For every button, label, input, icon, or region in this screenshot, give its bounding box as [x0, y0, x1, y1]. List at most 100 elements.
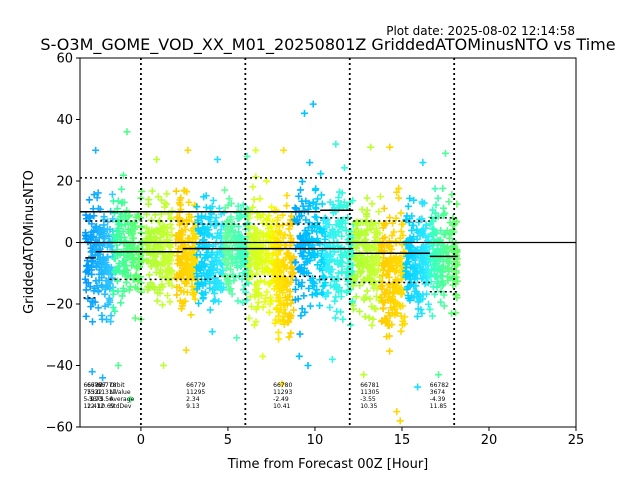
data-point	[329, 200, 337, 208]
data-point	[318, 200, 326, 208]
outlier-point	[301, 109, 309, 117]
data-series-2	[142, 155, 176, 369]
data-point	[148, 187, 156, 195]
data-point	[397, 227, 405, 235]
data-point	[397, 327, 405, 335]
data-point	[118, 222, 126, 230]
data-point	[350, 228, 358, 236]
data-point	[111, 307, 119, 315]
data-point	[338, 224, 346, 232]
outlier-point	[295, 352, 303, 360]
data-point	[216, 260, 224, 268]
data-point	[305, 269, 313, 277]
stat-text: 7532	[87, 389, 102, 396]
data-point	[237, 207, 245, 215]
data-point	[439, 184, 447, 192]
data-point	[128, 258, 136, 266]
data-point	[98, 270, 106, 278]
data-point	[398, 290, 406, 298]
data-point	[427, 266, 435, 274]
data-point	[176, 234, 184, 242]
stat-text: 9.75	[90, 396, 104, 403]
data-point	[174, 245, 182, 253]
data-point	[235, 212, 243, 220]
data-point	[322, 293, 330, 301]
data-point	[357, 269, 365, 277]
data-point	[164, 271, 172, 279]
outlier-point	[259, 352, 267, 360]
outlier-point	[328, 355, 336, 363]
data-point	[428, 225, 436, 233]
data-point	[321, 232, 329, 240]
data-point	[147, 279, 155, 287]
data-point	[234, 250, 242, 258]
x-tick-label: 0	[137, 433, 145, 448]
data-point	[254, 255, 262, 263]
data-point	[250, 321, 258, 329]
data-point	[341, 219, 349, 227]
data-point	[330, 227, 338, 235]
data-point	[406, 194, 414, 202]
data-point	[202, 192, 210, 200]
outlier-point	[114, 362, 122, 369]
data-point	[225, 195, 233, 203]
data-point	[117, 233, 125, 241]
data-point	[391, 268, 399, 276]
data-point	[388, 245, 396, 253]
data-point	[94, 189, 102, 197]
data-point	[326, 303, 334, 311]
data-point	[265, 308, 273, 316]
y-axis-label: GriddedATOMinusNTO	[22, 170, 37, 314]
data-point	[420, 248, 428, 256]
data-point	[103, 282, 111, 290]
data-point	[351, 277, 359, 285]
stat-text: 66781	[360, 382, 379, 389]
data-point	[299, 202, 307, 210]
data-point	[361, 218, 369, 226]
data-series-12	[402, 159, 433, 391]
data-point	[291, 204, 299, 212]
data-point	[444, 243, 452, 251]
data-point	[211, 274, 219, 282]
data-point	[261, 298, 269, 306]
data-point	[123, 273, 131, 281]
data-point	[82, 286, 90, 294]
outlier-point	[252, 146, 260, 154]
data-point	[413, 293, 421, 301]
outlier-point	[419, 159, 427, 167]
outlier-point	[441, 149, 449, 157]
data-point	[419, 291, 427, 299]
data-point	[414, 305, 422, 313]
data-point	[250, 196, 258, 204]
data-point	[208, 233, 216, 241]
data-point	[281, 309, 289, 317]
data-point	[83, 266, 91, 274]
data-point	[257, 277, 265, 285]
data-point	[292, 276, 300, 284]
data-point	[94, 286, 102, 294]
outlier-point	[360, 371, 368, 379]
data-point	[314, 195, 322, 203]
data-point	[131, 314, 139, 322]
data-point	[266, 294, 274, 302]
data-point	[122, 266, 130, 274]
data-point	[228, 290, 236, 298]
data-point	[377, 283, 385, 291]
data-point	[81, 275, 89, 283]
data-point	[154, 261, 162, 269]
data-point	[88, 263, 96, 271]
data-point	[233, 261, 241, 269]
data-point	[409, 221, 417, 229]
data-point	[317, 191, 325, 199]
data-point	[236, 254, 244, 262]
data-point	[439, 279, 447, 287]
data-point	[98, 315, 106, 323]
data-point	[212, 254, 220, 262]
data-point	[291, 285, 299, 293]
data-point	[392, 309, 400, 317]
data-point	[92, 222, 100, 230]
data-point	[411, 274, 419, 282]
stat-text: -2.49	[273, 396, 289, 403]
data-point	[180, 243, 188, 251]
data-point	[105, 278, 113, 286]
